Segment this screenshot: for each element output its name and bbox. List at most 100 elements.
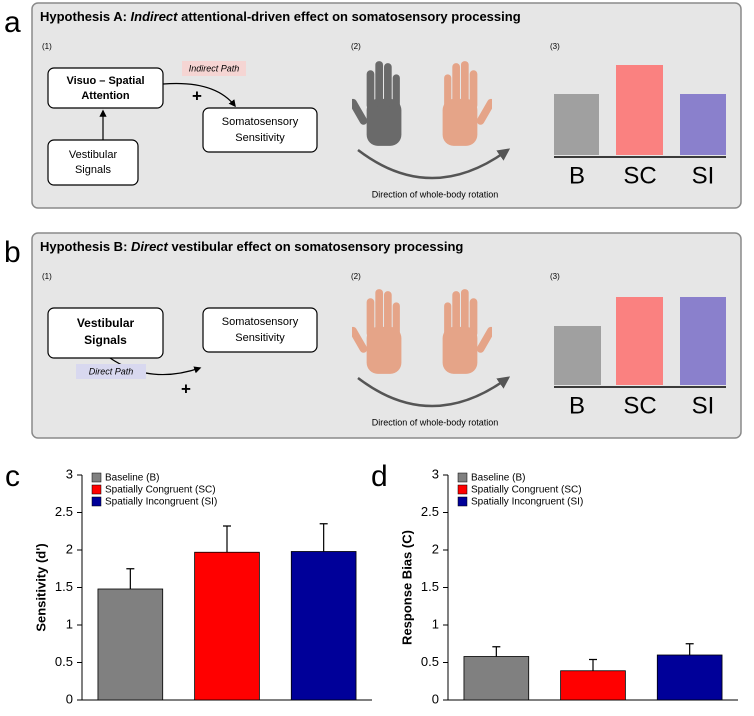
y-tick-label: 3 <box>432 466 439 481</box>
error-bar <box>685 643 694 655</box>
legend-label: Spatially Congruent (SC) <box>471 485 582 496</box>
legend-swatch <box>457 484 468 495</box>
box-label: Signals <box>84 333 127 347</box>
legend-swatch <box>91 484 102 495</box>
legend-label: Spatially Incongruent (SI) <box>105 497 217 508</box>
schematic-bar <box>616 297 663 385</box>
condition-label: SI <box>692 162 715 189</box>
y-axis-label: Sensitivity (d') <box>33 543 48 631</box>
error-bar <box>223 525 231 553</box>
legend-label: Spatially Congruent (SC) <box>105 485 216 496</box>
plus: + <box>181 379 191 398</box>
box <box>202 307 318 353</box>
title-key: Direct <box>131 239 169 254</box>
condition-label: SC <box>623 162 656 189</box>
step-label: (3) <box>550 42 560 51</box>
y-tick-label: 2.5 <box>55 504 73 519</box>
error-bar <box>492 646 501 657</box>
y-tick-label: 2 <box>66 541 73 556</box>
condition-label: SI <box>692 392 715 419</box>
schematic-bar <box>680 94 726 155</box>
bar <box>463 656 530 701</box>
panel-title: Hypothesis B: Direct vestibular effect o… <box>40 239 463 254</box>
box-label: Somatosensory <box>222 316 299 328</box>
box-label: Visuo – Spatial <box>66 75 144 87</box>
y-tick-label: 1.5 <box>421 579 439 594</box>
box-label: Somatosensory <box>222 116 299 128</box>
rotation-arrow <box>357 148 511 180</box>
legend-label: Spatially Incongruent (SI) <box>471 497 583 508</box>
panel-letter: a <box>4 6 21 39</box>
path-label: Indirect Path <box>189 63 240 73</box>
title-rest: attentional-driven effect on somatosenso… <box>178 9 521 24</box>
y-tick-label: 1 <box>432 616 439 631</box>
error-bar <box>319 523 328 552</box>
condition-label: B <box>569 392 585 419</box>
condition-label: B <box>569 162 585 189</box>
box <box>202 107 318 153</box>
box-label: Attention <box>81 90 130 102</box>
box-label: Sensitivity <box>235 132 285 144</box>
step-label: (2) <box>351 42 361 51</box>
title-lead: Hypothesis B: <box>40 239 131 254</box>
box-label: Sensitivity <box>235 332 285 344</box>
panel-title: Hypothesis A: Indirect attentional-drive… <box>40 9 521 24</box>
error-bar <box>589 658 597 671</box>
bar <box>290 551 357 701</box>
y-tick-label: 0.5 <box>421 654 439 669</box>
title-lead: Hypothesis A: <box>40 9 131 24</box>
legend-swatch <box>91 472 102 483</box>
path-label: Direct Path <box>89 366 134 376</box>
box <box>47 307 164 359</box>
legend-swatch <box>91 496 102 507</box>
y-tick-label: 0 <box>66 691 73 706</box>
y-tick-label: 1.5 <box>55 579 73 594</box>
bar <box>97 588 164 701</box>
panel-b: b Hypothesis B: Direct vestibular effect… <box>4 232 742 439</box>
rotation-arrow <box>357 376 511 408</box>
arrow <box>109 357 202 376</box>
rotation-caption: Direction of whole-body rotation <box>372 417 499 427</box>
title-key: Indirect <box>131 9 179 24</box>
box-label: Vestibular <box>69 149 118 161</box>
legend-label: Baseline (B) <box>471 473 525 484</box>
schematic-bar <box>680 297 726 385</box>
panel-letter: b <box>4 236 21 269</box>
arrow <box>162 82 236 108</box>
y-tick-label: 0 <box>432 691 439 706</box>
bar <box>194 551 260 701</box>
condition-label: SC <box>623 392 656 419</box>
path-label-bg <box>182 61 246 76</box>
y-axis-label: Response Bias (C) <box>399 530 414 645</box>
legend-swatch <box>457 496 468 507</box>
step-label: (1) <box>42 42 52 51</box>
box-label: Vestibular <box>77 316 135 330</box>
bar <box>560 670 626 701</box>
step-label: (3) <box>550 272 560 281</box>
title-rest: vestibular effect on somatosensory proce… <box>168 239 464 254</box>
y-tick-label: 2 <box>432 541 439 556</box>
schematic-bar <box>554 326 601 385</box>
schematic-bar <box>554 94 599 155</box>
legend-label: Baseline (B) <box>105 473 159 484</box>
rotation-caption: Direction of whole-body rotation <box>372 189 499 199</box>
step-label: (1) <box>42 272 52 281</box>
step-label: (2) <box>351 272 361 281</box>
bar <box>656 654 723 701</box>
chart-letter: c <box>5 460 20 493</box>
legend-swatch <box>457 472 468 483</box>
y-tick-label: 3 <box>66 466 73 481</box>
path-label-bg <box>76 364 146 379</box>
y-tick-label: 2.5 <box>421 504 439 519</box>
plus: + <box>192 86 202 105</box>
y-tick-label: 1 <box>66 616 73 631</box>
error-bar <box>126 568 135 589</box>
box-label: Signals <box>75 164 112 176</box>
schematic-bar <box>616 65 663 155</box>
panel-a: a Hypothesis A: Indirect attentional-dri… <box>4 2 742 209</box>
y-tick-label: 0.5 <box>55 654 73 669</box>
box <box>47 139 139 186</box>
box <box>47 67 164 109</box>
chart-letter: d <box>371 460 388 493</box>
